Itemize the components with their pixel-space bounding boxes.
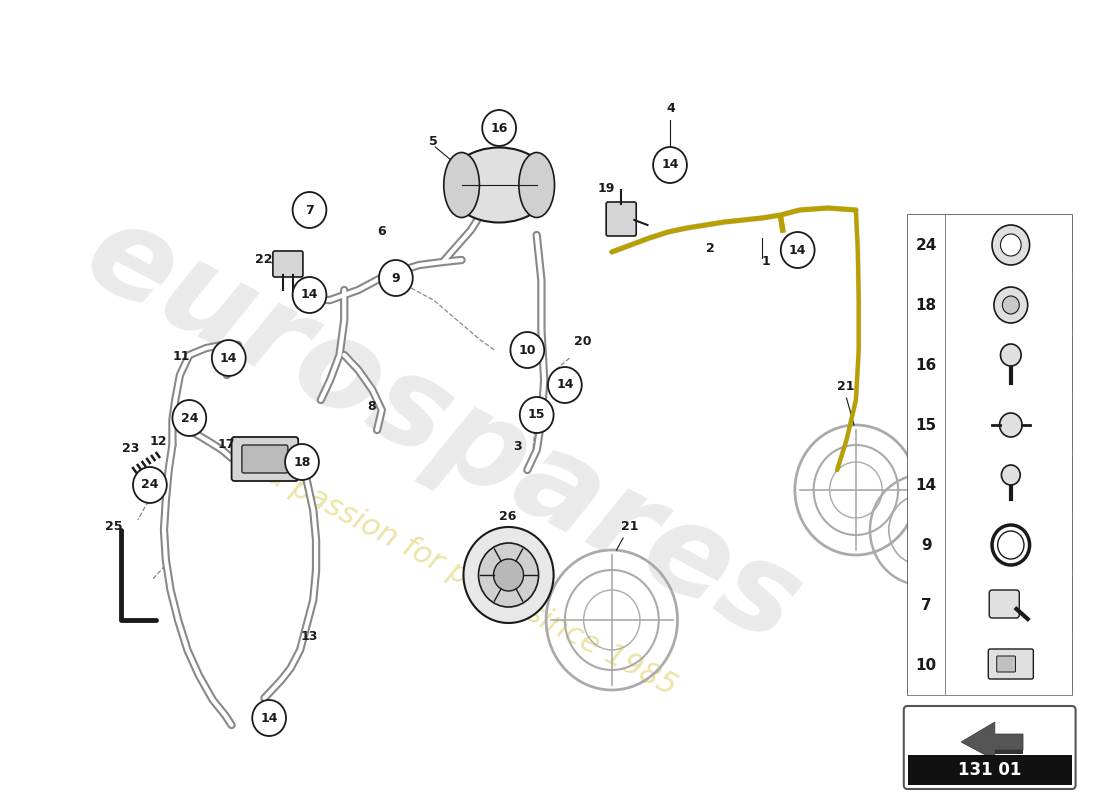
FancyBboxPatch shape (908, 275, 1071, 335)
Text: 14: 14 (789, 243, 806, 257)
Circle shape (1000, 413, 1022, 437)
Circle shape (478, 543, 539, 607)
Text: 4: 4 (667, 102, 675, 115)
Text: a passion for parts since 1985: a passion for parts since 1985 (261, 459, 681, 701)
Text: 6: 6 (377, 225, 386, 238)
FancyBboxPatch shape (988, 649, 1033, 679)
Ellipse shape (443, 153, 480, 218)
FancyBboxPatch shape (908, 755, 1071, 785)
Text: 16: 16 (915, 358, 937, 373)
Text: 22: 22 (255, 253, 273, 266)
Circle shape (482, 110, 516, 146)
Text: 131 01: 131 01 (958, 761, 1022, 779)
FancyBboxPatch shape (908, 635, 1071, 695)
Polygon shape (994, 750, 1023, 754)
Circle shape (510, 332, 544, 368)
Text: 2: 2 (706, 242, 714, 255)
Circle shape (1002, 296, 1020, 314)
Circle shape (293, 277, 327, 313)
FancyBboxPatch shape (997, 656, 1015, 672)
FancyBboxPatch shape (904, 706, 1076, 789)
Circle shape (285, 444, 319, 480)
Ellipse shape (519, 153, 554, 218)
FancyBboxPatch shape (232, 437, 298, 481)
Text: 14: 14 (916, 478, 937, 493)
Circle shape (293, 192, 327, 228)
FancyBboxPatch shape (908, 335, 1071, 395)
Circle shape (173, 400, 206, 436)
Text: 15: 15 (528, 409, 546, 422)
FancyBboxPatch shape (908, 515, 1071, 575)
FancyBboxPatch shape (989, 590, 1020, 618)
Circle shape (463, 527, 553, 623)
FancyBboxPatch shape (273, 251, 303, 277)
Text: 1: 1 (762, 255, 771, 268)
FancyBboxPatch shape (606, 202, 636, 236)
Circle shape (548, 367, 582, 403)
Circle shape (653, 147, 686, 183)
Circle shape (212, 340, 245, 376)
Circle shape (379, 260, 412, 296)
Text: 21: 21 (837, 380, 855, 393)
FancyBboxPatch shape (908, 215, 1071, 275)
FancyBboxPatch shape (908, 575, 1071, 635)
FancyBboxPatch shape (908, 395, 1071, 455)
Text: 26: 26 (499, 510, 517, 523)
Text: 18: 18 (916, 298, 937, 313)
Text: 15: 15 (916, 418, 937, 433)
Text: 9: 9 (921, 538, 932, 553)
Circle shape (133, 467, 167, 503)
Text: 17: 17 (218, 438, 235, 451)
Text: 10: 10 (518, 343, 536, 357)
Circle shape (994, 287, 1027, 323)
Text: 10: 10 (916, 658, 937, 673)
Circle shape (1001, 344, 1021, 366)
Text: 23: 23 (122, 442, 139, 455)
FancyBboxPatch shape (242, 445, 288, 473)
Text: 11: 11 (173, 350, 190, 363)
Text: 24: 24 (141, 478, 158, 491)
Text: 19: 19 (597, 182, 615, 195)
Text: 14: 14 (261, 711, 278, 725)
Text: 20: 20 (574, 335, 592, 348)
Text: 3: 3 (514, 440, 521, 453)
Circle shape (520, 397, 553, 433)
Text: 14: 14 (661, 158, 679, 171)
Text: 8: 8 (367, 400, 376, 413)
Polygon shape (961, 722, 1023, 760)
Text: 14: 14 (557, 378, 573, 391)
Text: 5: 5 (429, 135, 438, 148)
Circle shape (781, 232, 815, 268)
Text: 24: 24 (180, 411, 198, 425)
Text: 9: 9 (392, 271, 400, 285)
Text: 13: 13 (300, 630, 318, 643)
Text: 12: 12 (150, 435, 167, 448)
Circle shape (992, 225, 1030, 265)
Text: 21: 21 (621, 520, 639, 533)
Text: 14: 14 (220, 351, 238, 365)
Text: 16: 16 (491, 122, 508, 134)
Circle shape (1001, 465, 1020, 485)
Text: 25: 25 (104, 520, 122, 533)
Text: 24: 24 (915, 238, 937, 253)
Circle shape (1001, 234, 1021, 256)
Text: 18: 18 (294, 455, 310, 469)
Text: 14: 14 (300, 289, 318, 302)
Text: eurospares: eurospares (66, 191, 821, 669)
FancyBboxPatch shape (908, 215, 1071, 695)
Circle shape (252, 700, 286, 736)
Text: 7: 7 (921, 598, 932, 613)
FancyBboxPatch shape (908, 455, 1071, 515)
Ellipse shape (448, 147, 551, 222)
Text: 7: 7 (305, 203, 314, 217)
Circle shape (494, 559, 524, 591)
